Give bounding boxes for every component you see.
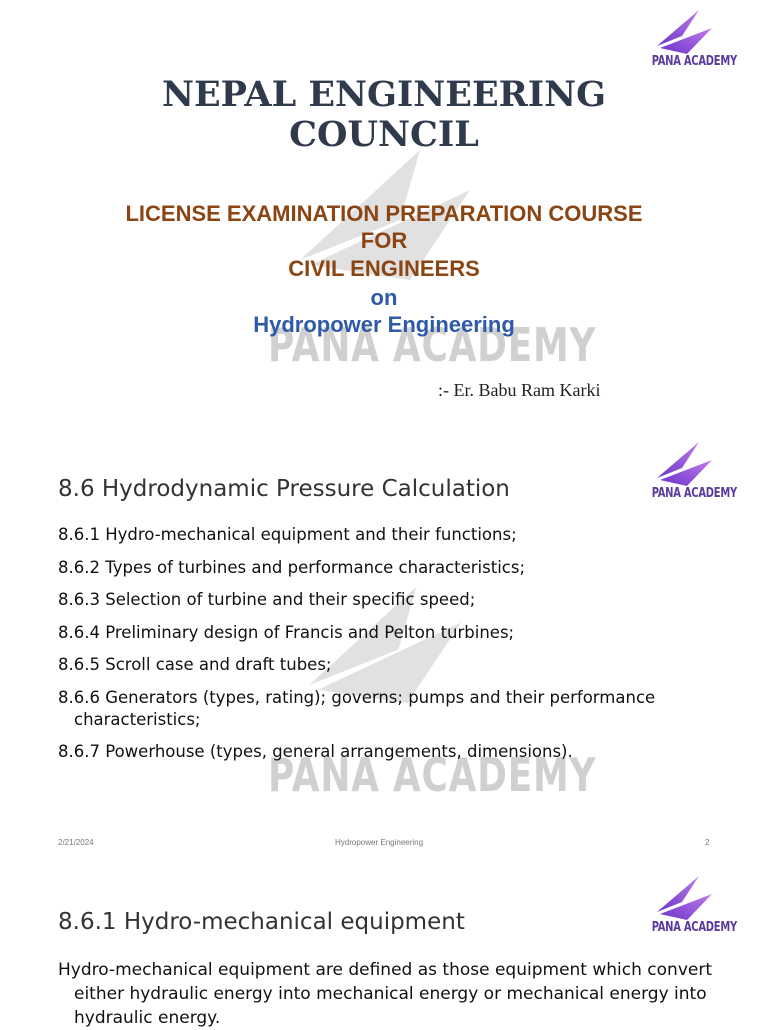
pana-academy-logo: PANA ACADEMY <box>646 8 737 69</box>
list-item: 8.6.1 Hydro-mechanical equipment and the… <box>58 525 517 544</box>
watermark-plane-icon <box>308 586 462 704</box>
slide-1: PANA ACADEMY PANA ACADEMY NEPAL ENGINEER… <box>0 0 768 430</box>
logo-plane-icon <box>657 10 712 54</box>
list-item: 8.6.6 Generators (types, rating); govern… <box>58 687 656 729</box>
logo-text: PANA ACADEMY <box>651 920 737 935</box>
footer-page-number: 2 <box>705 838 710 847</box>
footer-date: 2/21/2024 <box>58 838 94 847</box>
subtitle-line-1: LICENSE EXAMINATION PREPARATION COURSE <box>125 201 643 226</box>
watermark-text: PANA ACADEMY <box>268 318 597 372</box>
slide-3-heading: 8.6.1 Hydro-mechanical equipment <box>58 909 465 935</box>
topic-list: 8.6.1 Hydro-mechanical equipment and the… <box>58 524 728 774</box>
author: :- Er. Babu Ram Karki <box>438 380 601 400</box>
watermark-text: PANA ACADEMY <box>268 748 597 802</box>
list-item: 8.6.3 Selection of turbine and their spe… <box>58 590 476 609</box>
title-line-2: COUNCIL <box>289 114 479 155</box>
logo-text: PANA ACADEMY <box>651 54 737 69</box>
slide-2: PANA ACADEMY <box>0 430 768 862</box>
logo-plane-icon <box>657 876 712 920</box>
watermark-plane-icon <box>300 150 470 280</box>
list-item: 8.6.2 Types of turbines and performance … <box>58 557 526 577</box>
subtitle-on: on <box>370 285 398 310</box>
list-item: 8.6.5 Scroll case and draft tubes; <box>58 655 332 674</box>
list-item: 8.6.7 Powerhouse (types, general arrange… <box>58 742 573 761</box>
subtitle-topic: Hydropower Engineering <box>253 312 515 337</box>
subtitle-line-2: FOR <box>360 228 408 253</box>
logo-text: PANA ACADEMY <box>651 486 737 501</box>
pana-academy-logo: PANA ACADEMY <box>646 440 737 501</box>
slide-2-heading: 8.6 Hydrodynamic Pressure Calculation <box>58 476 510 502</box>
logo-plane-icon <box>657 442 712 486</box>
slide-3-paragraph: Hydro-mechanical equipment are defined a… <box>58 960 712 1028</box>
title-line-1: NEPAL ENGINEERING <box>161 74 606 115</box>
pana-academy-logo: PANA ACADEMY <box>646 874 737 935</box>
footer-title: Hydropower Engineering <box>335 838 424 847</box>
list-item: 8.6.4 Preliminary design of Francis and … <box>58 622 515 642</box>
subtitle-line-3: CIVIL ENGINEERS <box>288 256 480 281</box>
